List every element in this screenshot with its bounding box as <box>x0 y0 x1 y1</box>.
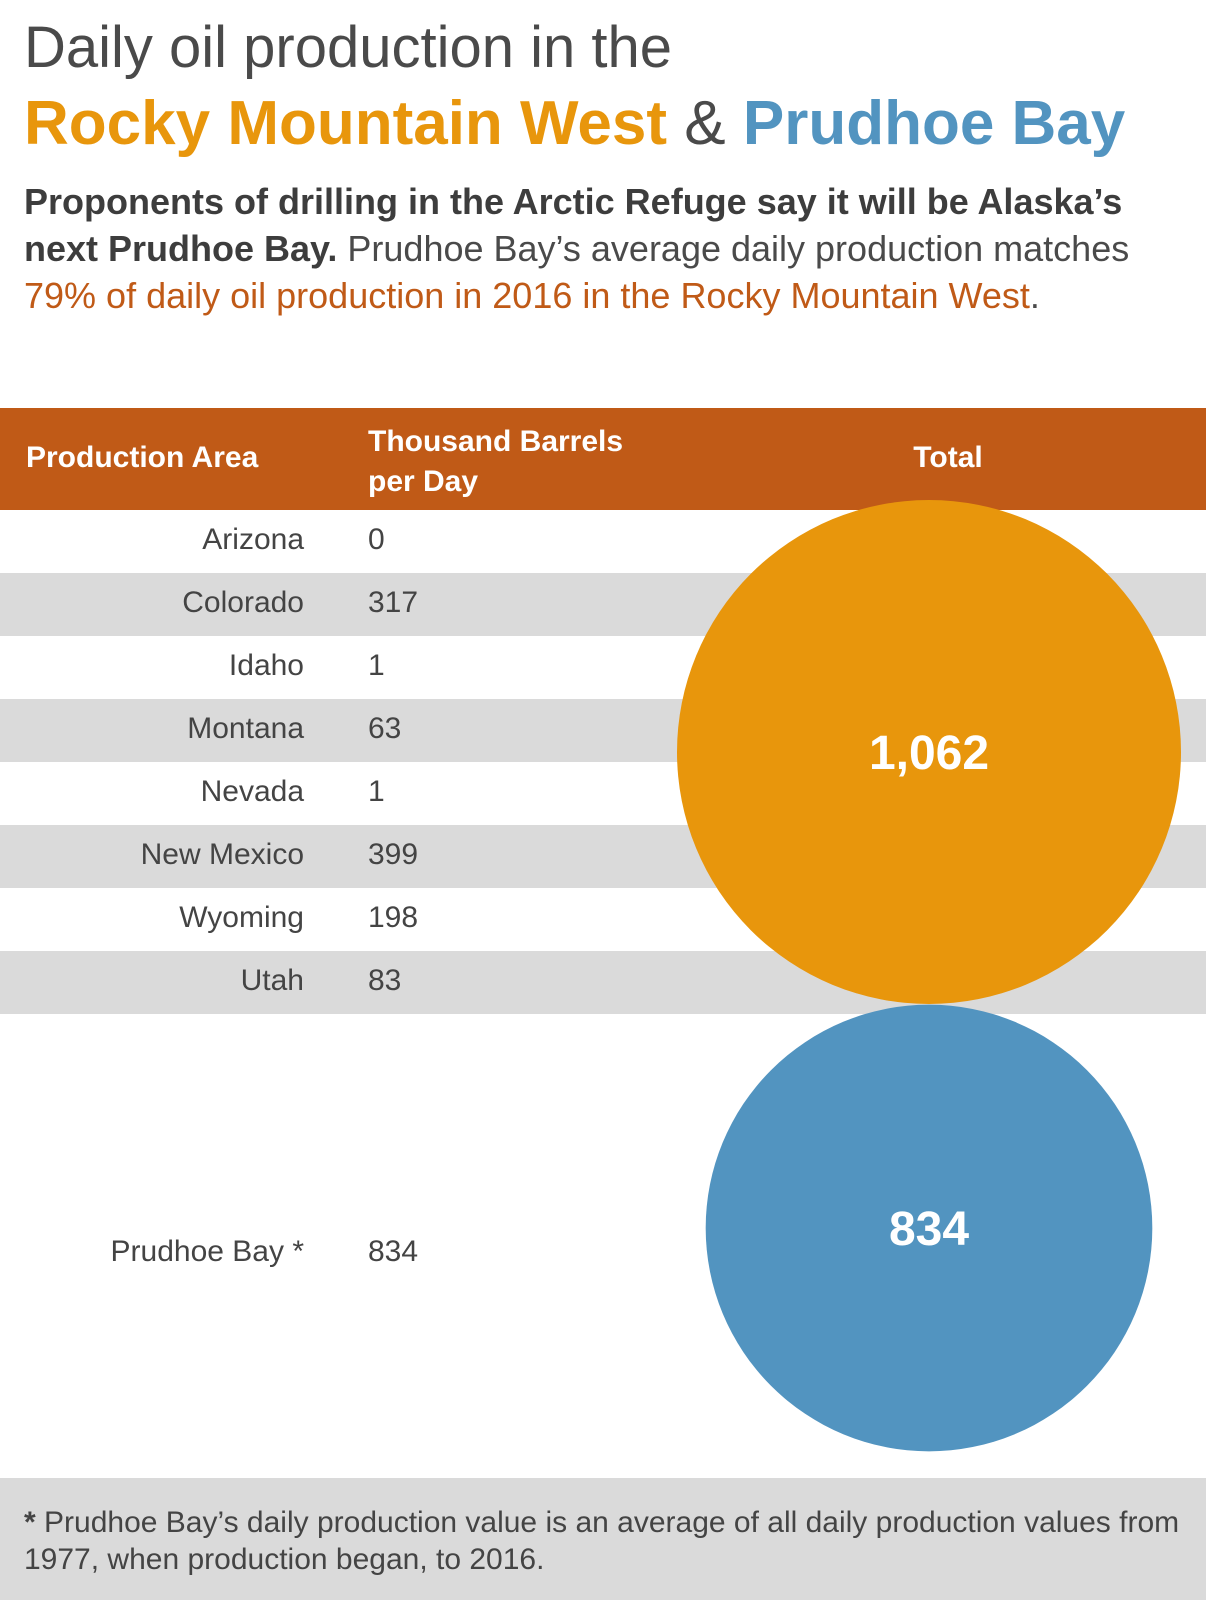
footnote-text: * Prudhoe Bay’s daily production value i… <box>24 1504 1184 1578</box>
footnote-body: Prudhoe Bay’s daily production value is … <box>24 1506 1180 1576</box>
table-row: Wyoming 198 <box>0 888 1206 951</box>
row-value: 0 <box>368 523 385 556</box>
title-ampersand: & <box>667 89 743 158</box>
rocky-mountain-total-bubble <box>677 500 1181 1004</box>
table-row-prudhoe-bay: Prudhoe Bay * 834 <box>0 1222 1206 1286</box>
table-header: Production Area Thousand Barrels per Day… <box>0 408 1206 510</box>
row-area: Nevada <box>200 775 304 808</box>
footnote: * Prudhoe Bay’s daily production value i… <box>0 1478 1206 1600</box>
row-area: Montana <box>187 712 304 745</box>
row-area: New Mexico <box>140 838 304 871</box>
row-area: Idaho <box>228 649 304 682</box>
table-row: Nevada 1 <box>0 762 1206 825</box>
prudhoe-bay-total-label: 834 <box>889 1203 969 1256</box>
rocky-mountain-total-label: 1,062 <box>869 727 989 780</box>
header-thousand-barrels: Thousand Barrels per Day <box>368 422 623 502</box>
intro-normal-text: Prudhoe Bay’s average daily production m… <box>337 228 1130 269</box>
row-area: Colorado <box>182 586 304 619</box>
header-value-line-1: Thousand Barrels <box>368 425 624 458</box>
title-prudhoe-bay: Prudhoe Bay <box>742 89 1126 158</box>
row-area: Utah <box>240 964 304 997</box>
title-line-1: Daily oil production in the <box>24 15 673 80</box>
row-area: Arizona <box>202 523 304 556</box>
intro-bold-text: Proponents of drilling in the Arctic Ref… <box>24 181 1123 269</box>
table-row: Idaho 1 <box>0 636 1206 699</box>
row-value: 1 <box>368 649 385 682</box>
row-value: 834 <box>368 1235 419 1268</box>
intro-paragraph: Proponents of drilling in the Arctic Ref… <box>24 178 1174 319</box>
title-line-2: Rocky Mountain West & Prudhoe Bay <box>24 88 1125 159</box>
row-value: 1 <box>368 775 385 808</box>
row-value: 399 <box>368 838 419 871</box>
row-value: 83 <box>368 964 402 997</box>
row-value: 198 <box>368 901 419 934</box>
row-area: Prudhoe Bay * <box>110 1235 304 1268</box>
title-rocky-mountain-west: Rocky Mountain West <box>24 89 668 158</box>
intro-end-text: . <box>1029 275 1040 316</box>
header-production-area: Production Area <box>26 441 259 474</box>
prudhoe-bay-total-bubble <box>705 1004 1153 1452</box>
table-row: Arizona 0 <box>0 510 1206 573</box>
row-value: 63 <box>368 712 402 745</box>
intro-highlight-text: 79% of daily oil production in 2016 in t… <box>24 275 1030 316</box>
row-area: Wyoming <box>179 901 304 934</box>
header-total: Total <box>913 441 983 474</box>
row-value: 317 <box>368 586 419 619</box>
footnote-star: * <box>24 1506 36 1539</box>
header-value-line-2: per Day <box>368 465 479 498</box>
